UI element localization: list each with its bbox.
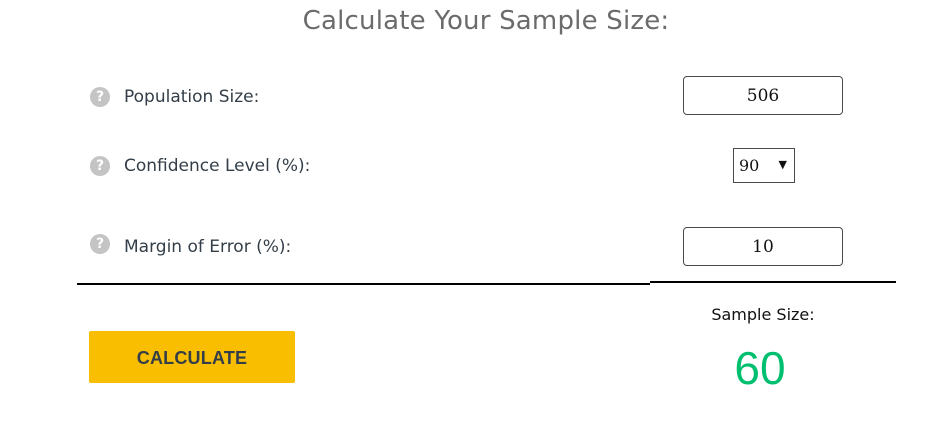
population-help-icon[interactable]: ?: [90, 87, 110, 107]
chevron-down-icon: ▼: [778, 158, 787, 171]
confidence-help-icon[interactable]: ?: [90, 156, 110, 176]
sample-size-label: Sample Size:: [711, 305, 815, 324]
margin-help-icon[interactable]: ?: [90, 234, 110, 254]
sample-size-value: 60: [734, 342, 786, 394]
divider-right: [650, 281, 896, 283]
margin-of-error-input[interactable]: [683, 227, 843, 266]
population-size-input[interactable]: [683, 76, 843, 115]
population-size-label: Population Size:: [124, 87, 260, 107]
margin-of-error-label: Margin of Error (%):: [124, 237, 292, 257]
divider-left: [77, 283, 650, 285]
confidence-level-select[interactable]: 90 ▼: [733, 148, 795, 183]
confidence-level-value: 90: [739, 156, 760, 175]
page-title: Calculate Your Sample Size:: [302, 6, 670, 36]
calculate-button[interactable]: CALCULATE: [89, 331, 295, 383]
confidence-level-label: Confidence Level (%):: [124, 156, 311, 176]
